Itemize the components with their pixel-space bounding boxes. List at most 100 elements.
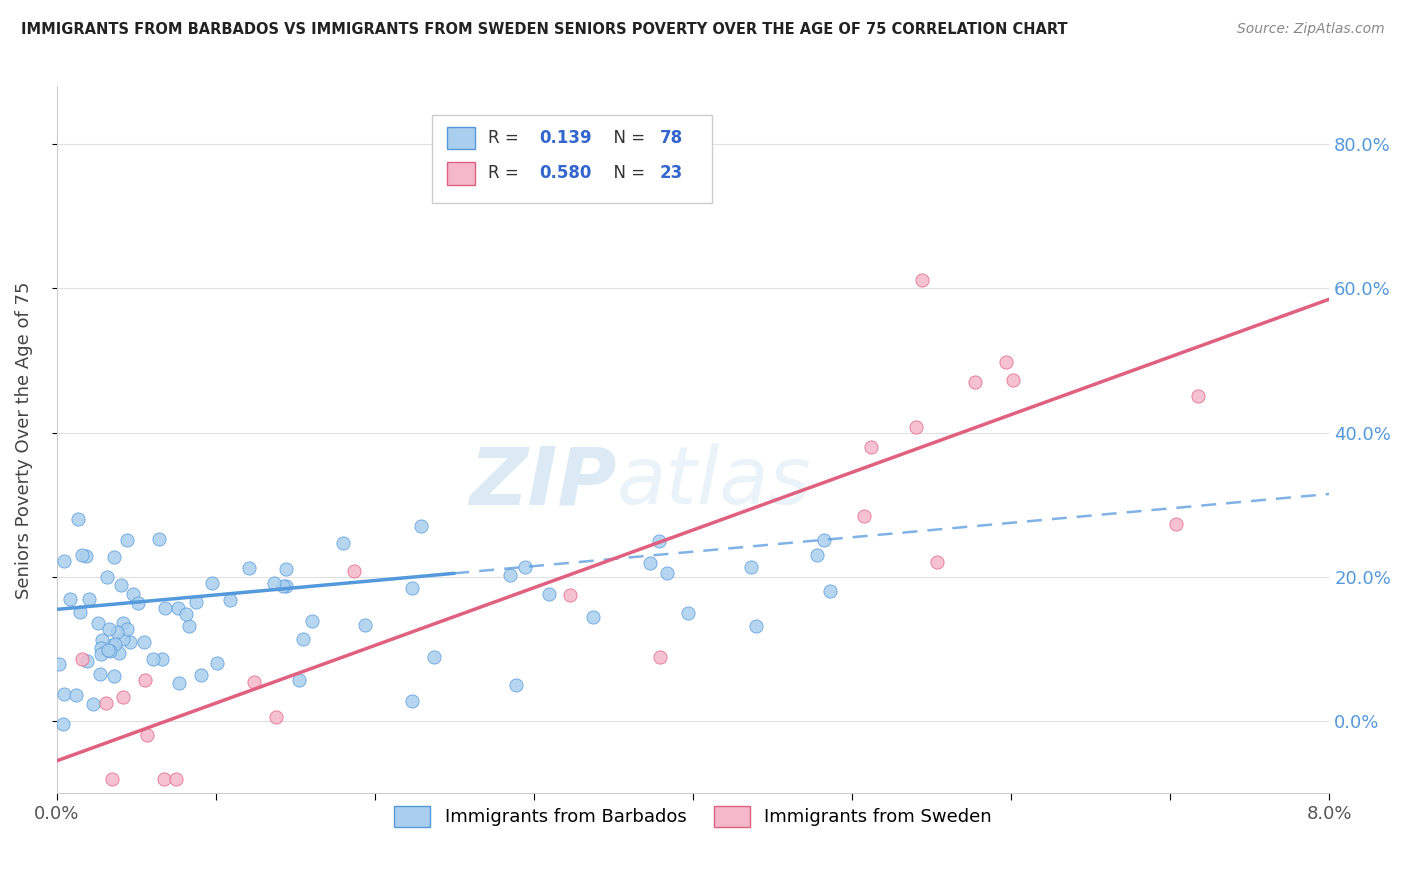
Point xyxy=(91,633,114,648)
Point xyxy=(70,651,93,665)
Point xyxy=(107,646,129,660)
FancyBboxPatch shape xyxy=(447,127,475,149)
Point xyxy=(274,562,297,576)
Text: Source: ZipAtlas.com: Source: ZipAtlas.com xyxy=(1237,22,1385,37)
Point xyxy=(53,687,76,701)
Point xyxy=(818,583,841,598)
Point xyxy=(1001,373,1024,387)
Point xyxy=(90,647,112,661)
Point xyxy=(288,673,311,687)
Point xyxy=(111,632,134,647)
Point xyxy=(169,676,191,690)
Point xyxy=(409,519,432,533)
Point xyxy=(513,560,536,574)
Point xyxy=(153,601,176,615)
Point xyxy=(104,637,127,651)
Point xyxy=(96,570,118,584)
Point xyxy=(103,550,125,565)
Point xyxy=(813,533,835,548)
Point xyxy=(110,578,132,592)
Point xyxy=(638,556,661,570)
Point xyxy=(94,696,117,710)
Y-axis label: Seniors Poverty Over the Age of 75: Seniors Poverty Over the Age of 75 xyxy=(15,281,32,599)
Point xyxy=(76,654,98,668)
Point xyxy=(101,772,124,786)
Point xyxy=(1164,516,1187,531)
Point xyxy=(52,716,75,731)
Point xyxy=(90,640,112,655)
Point xyxy=(499,567,522,582)
Point xyxy=(87,615,110,630)
Point xyxy=(740,560,762,574)
Point xyxy=(142,651,165,665)
Text: 78: 78 xyxy=(659,129,683,147)
Point xyxy=(201,576,224,591)
Point xyxy=(135,728,157,742)
Point xyxy=(120,635,142,649)
Point xyxy=(65,688,87,702)
Point xyxy=(401,581,423,595)
Text: R =: R = xyxy=(488,129,524,147)
Point xyxy=(98,622,121,636)
Point xyxy=(401,694,423,708)
Point xyxy=(77,591,100,606)
Point xyxy=(925,555,948,569)
Point xyxy=(167,601,190,615)
Point xyxy=(67,511,90,525)
Point xyxy=(98,644,121,658)
Point xyxy=(186,595,208,609)
Point xyxy=(558,588,581,602)
Text: IMMIGRANTS FROM BARBADOS VS IMMIGRANTS FROM SWEDEN SENIORS POVERTY OVER THE AGE : IMMIGRANTS FROM BARBADOS VS IMMIGRANTS F… xyxy=(21,22,1067,37)
Text: 23: 23 xyxy=(659,164,683,182)
Point xyxy=(274,579,297,593)
FancyBboxPatch shape xyxy=(447,162,475,185)
Point xyxy=(82,698,104,712)
Point xyxy=(650,650,672,665)
Point xyxy=(177,619,200,633)
Point xyxy=(174,607,197,621)
Point xyxy=(1187,389,1209,403)
Point xyxy=(332,536,354,550)
Point xyxy=(117,533,139,547)
Point xyxy=(995,354,1018,368)
Point xyxy=(59,592,82,607)
Point xyxy=(205,656,228,670)
Point xyxy=(48,657,70,672)
Point xyxy=(134,673,156,688)
Point xyxy=(111,690,134,704)
Point xyxy=(165,772,187,786)
Point xyxy=(100,638,122,652)
Point xyxy=(647,533,669,548)
Point xyxy=(243,675,266,690)
Point xyxy=(860,440,883,454)
FancyBboxPatch shape xyxy=(432,115,711,203)
Legend: Immigrants from Barbados, Immigrants from Sweden: Immigrants from Barbados, Immigrants fro… xyxy=(387,798,998,834)
Point xyxy=(582,610,605,624)
Point xyxy=(301,615,323,629)
Point xyxy=(263,575,285,590)
Point xyxy=(291,632,314,646)
Point xyxy=(105,625,128,640)
Point xyxy=(75,549,97,563)
Point xyxy=(744,618,766,632)
Text: R =: R = xyxy=(488,164,524,182)
Text: ZIP: ZIP xyxy=(470,443,617,521)
Point xyxy=(354,618,377,632)
Point xyxy=(538,587,561,601)
Point xyxy=(676,607,699,621)
Text: N =: N = xyxy=(603,129,650,147)
Point xyxy=(219,593,242,607)
Point xyxy=(89,667,111,681)
Text: atlas: atlas xyxy=(617,443,811,521)
Point xyxy=(153,772,176,786)
Point xyxy=(111,616,134,631)
Point xyxy=(423,650,446,665)
Point xyxy=(69,605,91,619)
Text: 0.139: 0.139 xyxy=(538,129,592,147)
Point xyxy=(806,548,828,562)
Point xyxy=(190,667,212,681)
Point xyxy=(238,561,260,575)
Point xyxy=(127,596,149,610)
Point xyxy=(343,564,366,578)
Point xyxy=(70,548,93,562)
